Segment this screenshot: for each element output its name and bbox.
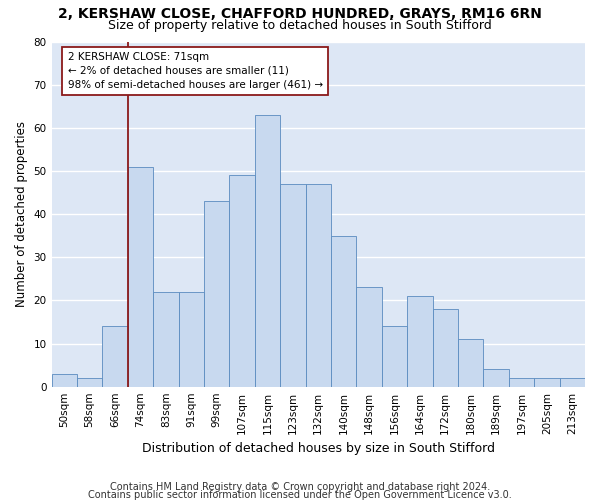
- Bar: [280, 184, 305, 386]
- Bar: [103, 326, 128, 386]
- Bar: [305, 184, 331, 386]
- X-axis label: Distribution of detached houses by size in South Stifford: Distribution of detached houses by size …: [142, 442, 495, 455]
- Bar: [534, 378, 560, 386]
- Bar: [331, 236, 356, 386]
- Bar: [153, 292, 179, 386]
- Bar: [179, 292, 204, 386]
- Bar: [52, 374, 77, 386]
- Bar: [484, 370, 509, 386]
- Bar: [458, 339, 484, 386]
- Bar: [128, 166, 153, 386]
- Text: Size of property relative to detached houses in South Stifford: Size of property relative to detached ho…: [108, 19, 492, 32]
- Text: 2, KERSHAW CLOSE, CHAFFORD HUNDRED, GRAYS, RM16 6RN: 2, KERSHAW CLOSE, CHAFFORD HUNDRED, GRAY…: [58, 8, 542, 22]
- Bar: [433, 309, 458, 386]
- Bar: [255, 115, 280, 386]
- Bar: [382, 326, 407, 386]
- Bar: [229, 176, 255, 386]
- Text: Contains public sector information licensed under the Open Government Licence v3: Contains public sector information licen…: [88, 490, 512, 500]
- Bar: [509, 378, 534, 386]
- Text: Contains HM Land Registry data © Crown copyright and database right 2024.: Contains HM Land Registry data © Crown c…: [110, 482, 490, 492]
- Text: 2 KERSHAW CLOSE: 71sqm
← 2% of detached houses are smaller (11)
98% of semi-deta: 2 KERSHAW CLOSE: 71sqm ← 2% of detached …: [68, 52, 323, 90]
- Bar: [560, 378, 585, 386]
- Bar: [407, 296, 433, 386]
- Y-axis label: Number of detached properties: Number of detached properties: [15, 121, 28, 307]
- Bar: [356, 288, 382, 386]
- Bar: [77, 378, 103, 386]
- Bar: [204, 201, 229, 386]
